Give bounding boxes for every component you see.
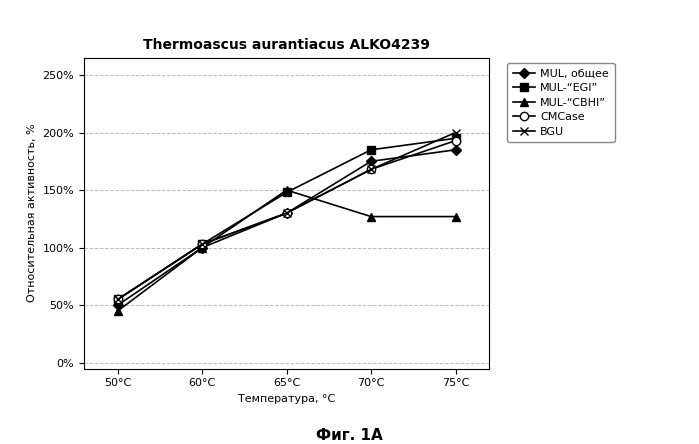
- MUL, общее: [367, 159, 375, 164]
- BGU: [452, 130, 460, 135]
- MUL-“EGI”: [198, 242, 206, 247]
- Line: BGU: BGU: [113, 128, 460, 304]
- Text: Фиг. 1A: Фиг. 1A: [316, 428, 383, 443]
- MUL, общее: [198, 245, 206, 250]
- Y-axis label: Относительная активность, %: Относительная активность, %: [27, 124, 37, 302]
- BGU: [367, 166, 375, 172]
- X-axis label: Температура, °C: Температура, °C: [238, 394, 336, 404]
- MUL-“EGI”: [452, 135, 460, 141]
- BGU: [113, 297, 122, 302]
- CMCase: [282, 210, 291, 216]
- MUL-“EGI”: [367, 147, 375, 152]
- Title: Thermoascus aurantiacus ALKO4239: Thermoascus aurantiacus ALKO4239: [143, 38, 430, 52]
- MUL, общее: [113, 302, 122, 308]
- MUL, общее: [282, 210, 291, 216]
- CMCase: [367, 166, 375, 172]
- CMCase: [198, 242, 206, 247]
- MUL-“CBHI”: [452, 214, 460, 219]
- MUL-“EGI”: [282, 190, 291, 195]
- Line: MUL-“CBHI”: MUL-“CBHI”: [113, 186, 460, 315]
- Line: MUL-“EGI”: MUL-“EGI”: [113, 134, 460, 304]
- MUL-“CBHI”: [282, 187, 291, 193]
- Legend: MUL, общее, MUL-“EGI”, MUL-“CBHI”, CMCase, BGU: MUL, общее, MUL-“EGI”, MUL-“CBHI”, CMCas…: [507, 63, 614, 142]
- BGU: [198, 242, 206, 247]
- Line: MUL, общее: MUL, общее: [114, 147, 459, 309]
- MUL-“CBHI”: [113, 308, 122, 313]
- CMCase: [452, 138, 460, 143]
- CMCase: [113, 297, 122, 302]
- MUL-“CBHI”: [367, 214, 375, 219]
- MUL-“CBHI”: [198, 245, 206, 250]
- BGU: [282, 210, 291, 216]
- MUL-“EGI”: [113, 297, 122, 302]
- MUL, общее: [452, 147, 460, 152]
- Line: CMCase: CMCase: [113, 136, 460, 304]
